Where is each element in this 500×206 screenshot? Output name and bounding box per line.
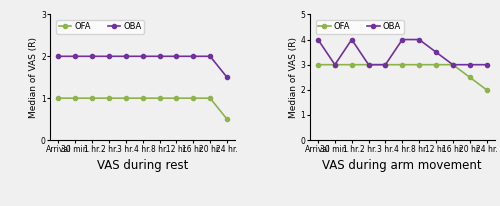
OBA	[484, 63, 490, 66]
Y-axis label: Median of VAS (R): Median of VAS (R)	[29, 37, 38, 118]
OFA	[89, 97, 95, 99]
OFA	[224, 118, 230, 120]
OBA	[156, 55, 162, 57]
OFA	[123, 97, 129, 99]
OBA	[140, 55, 145, 57]
Legend: OFA, OBA: OFA, OBA	[56, 20, 144, 34]
Line: OFA: OFA	[56, 96, 229, 121]
OBA	[382, 63, 388, 66]
OFA	[450, 63, 456, 66]
OBA	[89, 55, 95, 57]
Line: OBA: OBA	[56, 54, 229, 79]
OBA	[315, 38, 321, 41]
OFA	[174, 97, 180, 99]
OBA	[72, 55, 78, 57]
OFA	[433, 63, 439, 66]
X-axis label: VAS during arm movement: VAS during arm movement	[322, 159, 482, 172]
OBA	[450, 63, 456, 66]
Line: OBA: OBA	[316, 37, 488, 67]
OFA	[56, 97, 62, 99]
OBA	[106, 55, 112, 57]
OBA	[190, 55, 196, 57]
OBA	[433, 51, 439, 53]
Y-axis label: Median of VAS (R): Median of VAS (R)	[289, 37, 298, 118]
OBA	[366, 63, 372, 66]
OFA	[315, 63, 321, 66]
OBA	[123, 55, 129, 57]
OBA	[348, 38, 354, 41]
OFA	[400, 63, 406, 66]
OFA	[484, 89, 490, 91]
OBA	[332, 63, 338, 66]
OFA	[348, 63, 354, 66]
OBA	[466, 63, 472, 66]
OFA	[190, 97, 196, 99]
OFA	[366, 63, 372, 66]
OFA	[156, 97, 162, 99]
OBA	[224, 76, 230, 78]
X-axis label: VAS during rest: VAS during rest	[97, 159, 188, 172]
OFA	[106, 97, 112, 99]
OBA	[56, 55, 62, 57]
OBA	[174, 55, 180, 57]
OFA	[416, 63, 422, 66]
OFA	[382, 63, 388, 66]
OBA	[416, 38, 422, 41]
OFA	[72, 97, 78, 99]
OFA	[332, 63, 338, 66]
Legend: OFA, OBA: OFA, OBA	[316, 20, 404, 34]
OBA	[207, 55, 213, 57]
OFA	[466, 76, 472, 78]
OFA	[207, 97, 213, 99]
Line: OFA: OFA	[316, 63, 488, 92]
OBA	[400, 38, 406, 41]
OFA	[140, 97, 145, 99]
